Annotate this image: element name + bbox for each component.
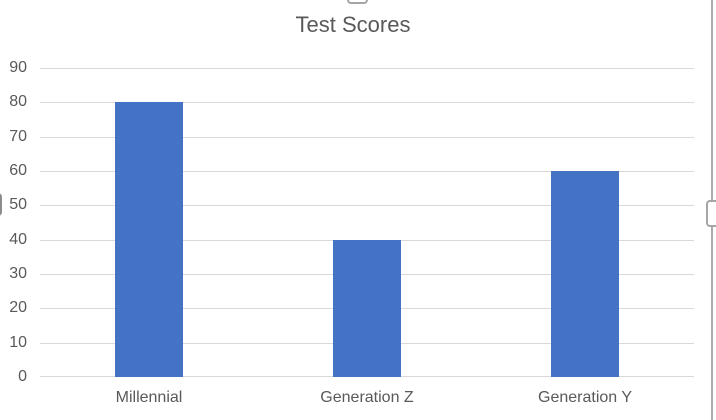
gridline [40, 102, 694, 104]
y-tick-label: 70 [9, 127, 27, 145]
gridline [40, 68, 694, 69]
bar-generation-y[interactable] [551, 171, 619, 377]
y-tick-label: 40 [9, 230, 27, 248]
y-tick-label: 90 [9, 59, 27, 76]
resize-handle-top[interactable] [347, 0, 368, 4]
x-category-label: Generation Z [320, 389, 414, 406]
y-tick-label: 20 [9, 299, 27, 317]
resize-handle-right[interactable] [706, 200, 716, 227]
gridline [40, 205, 694, 207]
bar-generation-z[interactable] [333, 239, 401, 377]
y-tick-label: 60 [9, 162, 27, 179]
y-tick-label: 0 [18, 368, 27, 385]
plot-area [40, 68, 694, 377]
gridline [40, 171, 694, 172]
x-category-label: Millennial [115, 389, 183, 406]
resize-handle-left[interactable] [0, 193, 2, 216]
bar-millennial[interactable] [115, 102, 183, 377]
gridline [40, 136, 694, 138]
y-tick-label: 10 [9, 333, 27, 351]
y-tick-label: 30 [9, 265, 27, 282]
chart-title[interactable]: Test Scores [295, 12, 411, 37]
x-category-label: Generation Y [538, 389, 632, 406]
y-tick-label: 80 [9, 93, 27, 111]
y-tick-label: 50 [9, 196, 27, 214]
